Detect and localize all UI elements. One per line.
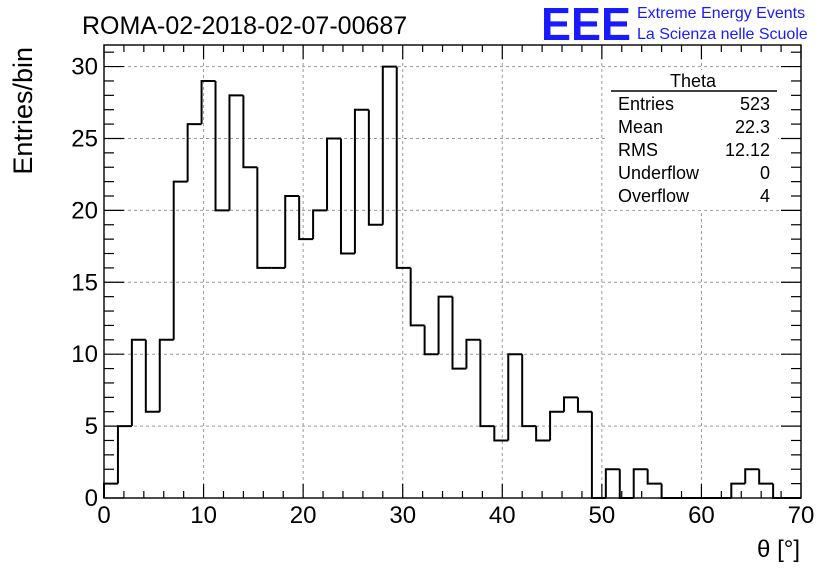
y-axis-label: Entries/bin bbox=[8, 47, 38, 175]
eee-logo-mark: EEE bbox=[541, 0, 631, 50]
y-tick-label: 0 bbox=[85, 485, 98, 512]
stats-box: Theta Entries 523 Mean 22.3 RMS 12.12 Underflo… bbox=[608, 70, 778, 210]
x-tick-label: 10 bbox=[190, 502, 217, 529]
y-tick-labels: 0 5 10 15 20 25 30 bbox=[71, 54, 98, 512]
plot-frame bbox=[103, 44, 802, 499]
stats-row-label: Mean bbox=[618, 117, 663, 137]
histogram-bin bbox=[144, 339, 160, 413]
histogram-bin bbox=[758, 469, 774, 485]
histogram-bin bbox=[660, 483, 676, 499]
histogram-bin bbox=[772, 483, 788, 499]
histogram-bars bbox=[103, 65, 801, 499]
histogram-bin bbox=[130, 338, 146, 427]
y-tick-label: 5 bbox=[85, 413, 98, 440]
x-tick-label: 30 bbox=[389, 502, 416, 529]
histogram-bin bbox=[256, 167, 272, 269]
histogram-bin bbox=[242, 95, 258, 169]
stats-row-label: Overflow bbox=[618, 186, 690, 206]
y-tick-label: 10 bbox=[71, 341, 98, 368]
histogram-bin bbox=[172, 180, 188, 340]
histogram-bin bbox=[103, 482, 118, 498]
stats-row-value: 523 bbox=[740, 94, 770, 114]
eee-logo: EEE Extreme Energy Events La Scienza nel… bbox=[541, 0, 808, 50]
histogram-bin bbox=[367, 109, 383, 226]
histogram-bin bbox=[744, 468, 760, 484]
histogram-bin bbox=[326, 137, 341, 211]
y-tick-label: 30 bbox=[71, 54, 98, 81]
histogram-bin bbox=[381, 65, 397, 225]
y-tick-label: 25 bbox=[71, 125, 98, 152]
histogram-bin bbox=[409, 267, 425, 327]
stats-row-value: 0 bbox=[760, 163, 770, 183]
histogram-bin bbox=[284, 195, 300, 268]
x-tick-label: 20 bbox=[290, 502, 317, 529]
histogram-bin bbox=[423, 325, 439, 356]
y-tick-label: 15 bbox=[71, 269, 98, 296]
histogram-bin bbox=[200, 79, 216, 125]
histogram-bin bbox=[493, 426, 509, 442]
histogram-bin bbox=[116, 425, 132, 484]
stats-rows: Entries 523 Mean 22.3 RMS 12.12 Underflow 0 Over… bbox=[618, 94, 770, 206]
x-tick-label: 0 bbox=[97, 502, 110, 529]
stats-row-value: 12.12 bbox=[725, 140, 770, 160]
stats-row-label: Underflow bbox=[618, 163, 700, 183]
histogram-bin bbox=[576, 397, 592, 413]
histogram-bin bbox=[312, 209, 328, 240]
histogram-bin bbox=[507, 353, 523, 441]
x-tick-label: 60 bbox=[688, 502, 715, 529]
chart-title: ROMA-02-2018-02-07-00687 bbox=[82, 12, 407, 40]
y-tick-label: 20 bbox=[71, 197, 98, 224]
histogram-bin bbox=[646, 469, 662, 485]
histogram-bin bbox=[465, 338, 481, 369]
stats-row-value: 22.3 bbox=[735, 117, 770, 137]
histogram-bin bbox=[395, 66, 411, 269]
histogram-bin bbox=[298, 196, 314, 241]
x-tick-label: 50 bbox=[589, 502, 616, 529]
stats-row-label: Entries bbox=[618, 94, 674, 114]
histogram-bin bbox=[604, 468, 620, 498]
histogram-bin bbox=[632, 468, 648, 498]
histogram-bin bbox=[521, 354, 537, 428]
histogram-bin bbox=[479, 339, 495, 428]
histogram-bin bbox=[563, 396, 578, 412]
x-tick-label: 70 bbox=[788, 502, 815, 529]
histogram-bin bbox=[214, 80, 230, 212]
stats-title: Theta bbox=[670, 71, 717, 91]
stats-row-label: RMS bbox=[618, 140, 658, 160]
histogram-bin bbox=[451, 296, 467, 370]
histogram-bin bbox=[339, 138, 355, 255]
histogram-bin bbox=[730, 482, 746, 498]
histogram-bin bbox=[353, 108, 369, 254]
x-axis-label: θ [°] bbox=[757, 536, 800, 563]
histogram-bin bbox=[158, 338, 174, 412]
logo-line-2: La Scienza nelle Scuole bbox=[637, 26, 808, 43]
histogram-bin bbox=[186, 123, 202, 182]
histogram-bin bbox=[549, 410, 565, 441]
x-tick-label: 40 bbox=[489, 502, 516, 529]
histogram-bin bbox=[590, 411, 606, 499]
axis-ticks bbox=[103, 45, 802, 499]
logo-line-1: Extreme Energy Events bbox=[637, 5, 805, 22]
stats-row-value: 4 bbox=[760, 186, 770, 206]
histogram-bin bbox=[228, 94, 244, 211]
histogram-bin bbox=[535, 426, 551, 442]
x-tick-labels: 0 10 20 30 40 50 60 70 bbox=[97, 502, 814, 529]
histogram-bin bbox=[437, 295, 453, 355]
